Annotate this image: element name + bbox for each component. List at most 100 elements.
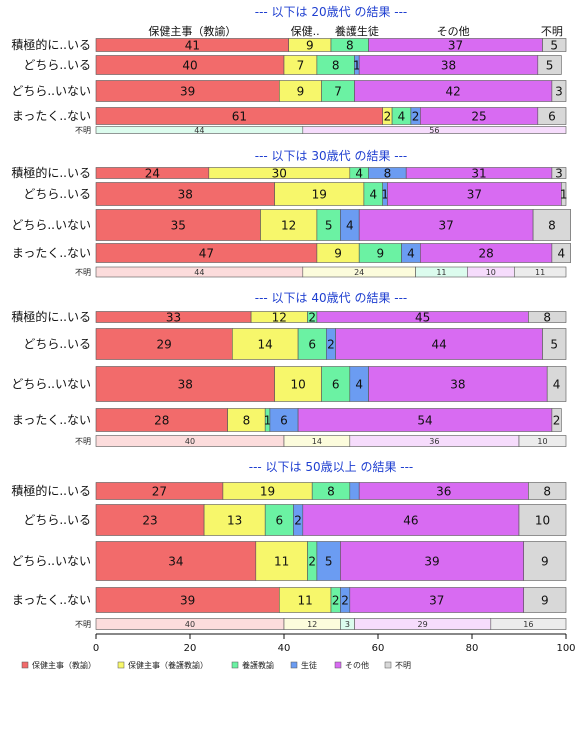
value-label: 5 <box>325 219 333 233</box>
value-label: 39 <box>180 594 195 608</box>
value-label: 4 <box>369 188 377 202</box>
bar-segment <box>255 541 308 581</box>
value-label: 29 <box>157 338 172 352</box>
value-label: 14 <box>312 437 322 446</box>
value-label: 29 <box>418 620 428 629</box>
value-label: 10 <box>486 268 496 277</box>
column-header: その他 <box>437 25 470 38</box>
bar-segment <box>490 618 567 630</box>
value-label: 8 <box>548 219 556 233</box>
legend-label: その他 <box>345 660 369 670</box>
bar-segment <box>274 366 322 402</box>
bar-segment <box>321 366 351 402</box>
row-label: 積極的に..いる <box>11 309 91 324</box>
value-label: 44 <box>431 338 446 352</box>
value-label: 2 <box>553 414 561 428</box>
value-label: 61 <box>232 110 247 124</box>
value-label: 2 <box>327 338 335 352</box>
row-label: どちら..いる <box>23 513 91 527</box>
value-label: 12 <box>307 620 317 629</box>
value-label: 4 <box>553 378 561 392</box>
bar-segment <box>302 126 567 134</box>
row-label: どちら..いる <box>23 337 91 351</box>
value-label: 24 <box>145 167 160 181</box>
column-header: 保健主事（教諭） <box>148 24 236 38</box>
row-label: どちら..いない <box>11 377 91 391</box>
value-label: 9 <box>297 85 305 99</box>
value-label: 6 <box>280 414 288 428</box>
value-label: 56 <box>429 126 439 135</box>
value-label: 2 <box>384 110 392 124</box>
row-label: どちら..いない <box>11 554 91 568</box>
panel-title: --- 以下は 50歳以上 の結果 --- <box>249 460 414 474</box>
value-label: 6 <box>275 514 283 528</box>
value-label: 38 <box>450 378 465 392</box>
bar-segment <box>278 587 332 613</box>
value-label: 7 <box>297 59 305 73</box>
value-label: 2 <box>308 555 316 569</box>
bar-segment <box>95 504 205 536</box>
x-tick-label: 100 <box>556 643 575 654</box>
value-label: 7 <box>334 85 342 99</box>
value-label: 41 <box>185 39 200 53</box>
value-label: 37 <box>448 39 463 53</box>
value-label: 31 <box>471 167 486 181</box>
bar-segment <box>537 107 567 125</box>
value-label: 11 <box>535 268 545 277</box>
value-label: 9 <box>541 555 549 569</box>
value-label: 28 <box>478 247 493 261</box>
value-label: 37 <box>429 594 444 608</box>
bar-segment <box>523 587 567 613</box>
value-label: 6 <box>308 338 316 352</box>
unknown-row-label: 不明 <box>75 126 91 135</box>
value-label: 6 <box>332 378 340 392</box>
value-label: 1 <box>353 59 361 73</box>
value-label: 6 <box>548 110 556 124</box>
value-label: 11 <box>274 555 289 569</box>
value-label: 19 <box>260 485 275 499</box>
row-label: 積極的に..いる <box>11 37 91 52</box>
row-label: 積極的に..いる <box>11 483 91 498</box>
value-label: 37 <box>439 219 454 233</box>
value-label: 11 <box>436 268 446 277</box>
value-label: 8 <box>327 485 335 499</box>
x-tick-label: 80 <box>466 643 479 654</box>
value-label: 30 <box>272 167 287 181</box>
bar-segment <box>551 243 572 263</box>
value-label: 2 <box>341 594 349 608</box>
row-label: どちら..いる <box>23 58 91 72</box>
value-label: 40 <box>185 620 195 629</box>
value-label: 12 <box>281 219 296 233</box>
row-label: まったく..ない <box>12 109 91 123</box>
value-label: 38 <box>178 188 193 202</box>
legend-label: 保健主事（養護教諭） <box>128 660 208 670</box>
value-label: 44 <box>194 268 204 277</box>
bar-segment <box>349 587 524 613</box>
value-label: 5 <box>325 555 333 569</box>
row-label: まったく..ない <box>12 593 91 607</box>
value-label: 40 <box>185 437 195 446</box>
value-label: 2 <box>294 514 302 528</box>
value-label: 8 <box>384 167 392 181</box>
value-label: 1 <box>381 188 389 202</box>
value-label: 2 <box>412 110 420 124</box>
value-label: 8 <box>543 485 551 499</box>
value-label: 12 <box>272 311 287 325</box>
legend-swatch <box>384 661 392 669</box>
value-label: 4 <box>355 167 363 181</box>
unknown-row-label: 不明 <box>75 620 91 629</box>
value-label: 34 <box>168 555 183 569</box>
value-label: 3 <box>555 85 563 99</box>
value-label: 10 <box>535 514 550 528</box>
value-label: 46 <box>403 514 418 528</box>
bar-segment <box>528 311 567 323</box>
value-label: 1 <box>264 414 272 428</box>
value-label: 14 <box>258 338 273 352</box>
bar-segment <box>537 55 562 75</box>
value-label: 4 <box>398 110 406 124</box>
row-label: 積極的に..いる <box>11 165 91 180</box>
value-label: 3 <box>345 620 350 629</box>
value-label: 37 <box>467 188 482 202</box>
value-label: 8 <box>543 311 551 325</box>
